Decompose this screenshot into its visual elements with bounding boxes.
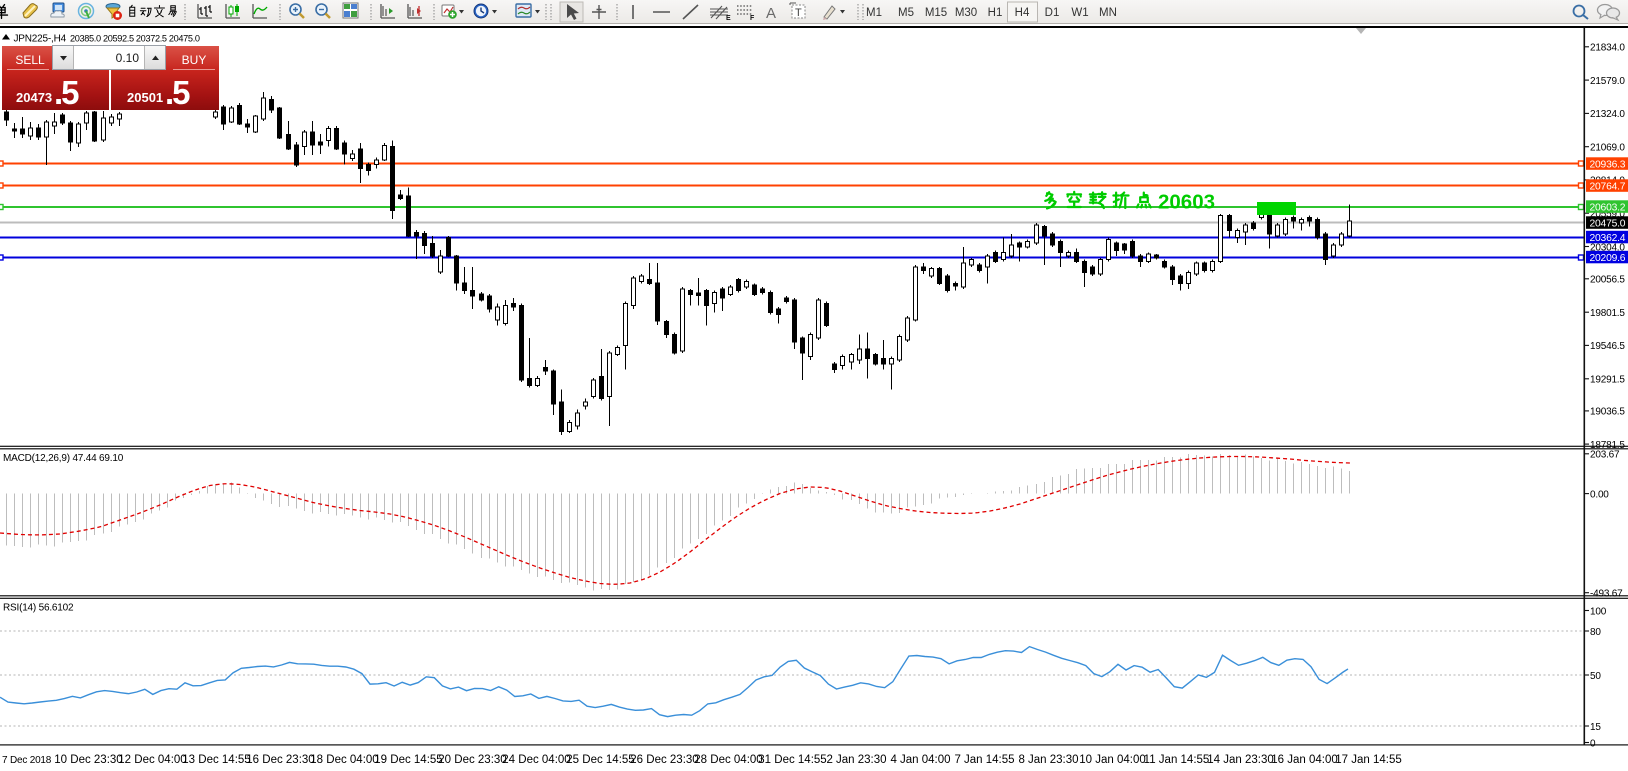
- svg-text:M1: M1: [866, 7, 882, 19]
- svg-text:RSI(14) 56.6102: RSI(14) 56.6102: [3, 603, 74, 614]
- svg-text:203.67: 203.67: [1590, 450, 1620, 461]
- svg-text:19291.5: 19291.5: [1590, 375, 1625, 386]
- svg-text:14 Jan 23:30: 14 Jan 23:30: [1207, 754, 1274, 766]
- svg-text:11 Jan 14:55: 11 Jan 14:55: [1144, 754, 1210, 766]
- svg-text:0: 0: [1590, 738, 1596, 749]
- svg-text:8 Jan 23:30: 8 Jan 23:30: [1018, 754, 1078, 766]
- svg-text:18 Dec 04:00: 18 Dec 04:00: [310, 754, 378, 766]
- svg-text:JPN225-,H4: JPN225-,H4: [14, 34, 67, 45]
- svg-text:20209.6: 20209.6: [1590, 253, 1626, 264]
- svg-text:21324.0: 21324.0: [1590, 109, 1625, 120]
- svg-text:20304.0: 20304.0: [1590, 242, 1625, 253]
- svg-text:15: 15: [1590, 722, 1601, 733]
- svg-text:20764.7: 20764.7: [1590, 182, 1626, 193]
- svg-text:4 Jan 04:00: 4 Jan 04:00: [890, 754, 950, 766]
- svg-text:20056.5: 20056.5: [1590, 275, 1625, 286]
- svg-text:20362.4: 20362.4: [1590, 233, 1626, 244]
- svg-text:20475.0: 20475.0: [1590, 219, 1626, 230]
- svg-text:50: 50: [1590, 671, 1601, 682]
- svg-text:12 Dec 04:00: 12 Dec 04:00: [118, 754, 186, 766]
- svg-text:16 Dec 23:30: 16 Dec 23:30: [246, 754, 314, 766]
- svg-text:F: F: [750, 15, 755, 22]
- svg-text:M30: M30: [955, 7, 977, 19]
- svg-text:20603: 20603: [1158, 191, 1215, 214]
- svg-text:80: 80: [1590, 627, 1601, 638]
- svg-text:T: T: [795, 7, 802, 19]
- svg-text:D1: D1: [1045, 7, 1060, 19]
- svg-text:-493.67: -493.67: [1590, 589, 1623, 600]
- svg-text:MACD(12,26,9) 47.44 69.10: MACD(12,26,9) 47.44 69.10: [3, 453, 124, 464]
- svg-text:21579.0: 21579.0: [1590, 76, 1625, 87]
- svg-text:21834.0: 21834.0: [1590, 43, 1625, 54]
- svg-text:0.00: 0.00: [1590, 489, 1609, 500]
- svg-text:20559.0: 20559.0: [1590, 209, 1625, 220]
- svg-text:7 Dec 2018: 7 Dec 2018: [2, 755, 52, 766]
- svg-text:7 Jan 14:55: 7 Jan 14:55: [954, 754, 1014, 766]
- svg-text:19 Dec 14:55: 19 Dec 14:55: [374, 754, 442, 766]
- svg-text:H4: H4: [1015, 7, 1030, 19]
- svg-text:31 Dec 14:55: 31 Dec 14:55: [758, 754, 826, 766]
- svg-text:E: E: [726, 15, 731, 22]
- svg-text:M5: M5: [898, 7, 914, 19]
- svg-text:20385.0 20592.5 20372.5 20475.: 20385.0 20592.5 20372.5 20475.0: [70, 34, 200, 44]
- svg-text:M15: M15: [925, 7, 947, 19]
- svg-text:A: A: [766, 5, 776, 22]
- svg-text:19546.5: 19546.5: [1590, 341, 1625, 352]
- svg-text:17 Jan 14:55: 17 Jan 14:55: [1335, 754, 1402, 766]
- svg-text:20 Dec 23:30: 20 Dec 23:30: [438, 754, 506, 766]
- svg-text:20936.3: 20936.3: [1590, 160, 1626, 171]
- svg-text:W1: W1: [1071, 7, 1088, 19]
- svg-text:2 Jan 23:30: 2 Jan 23:30: [826, 754, 886, 766]
- svg-text:18781.5: 18781.5: [1590, 440, 1625, 451]
- svg-text:H1: H1: [988, 7, 1003, 19]
- svg-text:21069.0: 21069.0: [1590, 143, 1625, 154]
- svg-text:16 Jan 04:00: 16 Jan 04:00: [1271, 754, 1338, 766]
- svg-text:MN: MN: [1099, 7, 1117, 19]
- svg-text:20603.2: 20603.2: [1590, 203, 1626, 214]
- svg-text:13 Dec 14:55: 13 Dec 14:55: [182, 754, 250, 766]
- svg-text:10 Dec 23:30: 10 Dec 23:30: [54, 754, 122, 766]
- svg-text:19036.5: 19036.5: [1590, 407, 1625, 418]
- svg-text:10 Jan 04:00: 10 Jan 04:00: [1079, 754, 1146, 766]
- svg-text:19801.5: 19801.5: [1590, 308, 1625, 319]
- svg-text:24 Dec 04:00: 24 Dec 04:00: [502, 754, 570, 766]
- svg-text:100: 100: [1590, 606, 1607, 617]
- svg-text:25 Dec 14:55: 25 Dec 14:55: [566, 754, 634, 766]
- svg-text:26 Dec 23:30: 26 Dec 23:30: [630, 754, 698, 766]
- svg-text:28 Dec 04:00: 28 Dec 04:00: [694, 754, 762, 766]
